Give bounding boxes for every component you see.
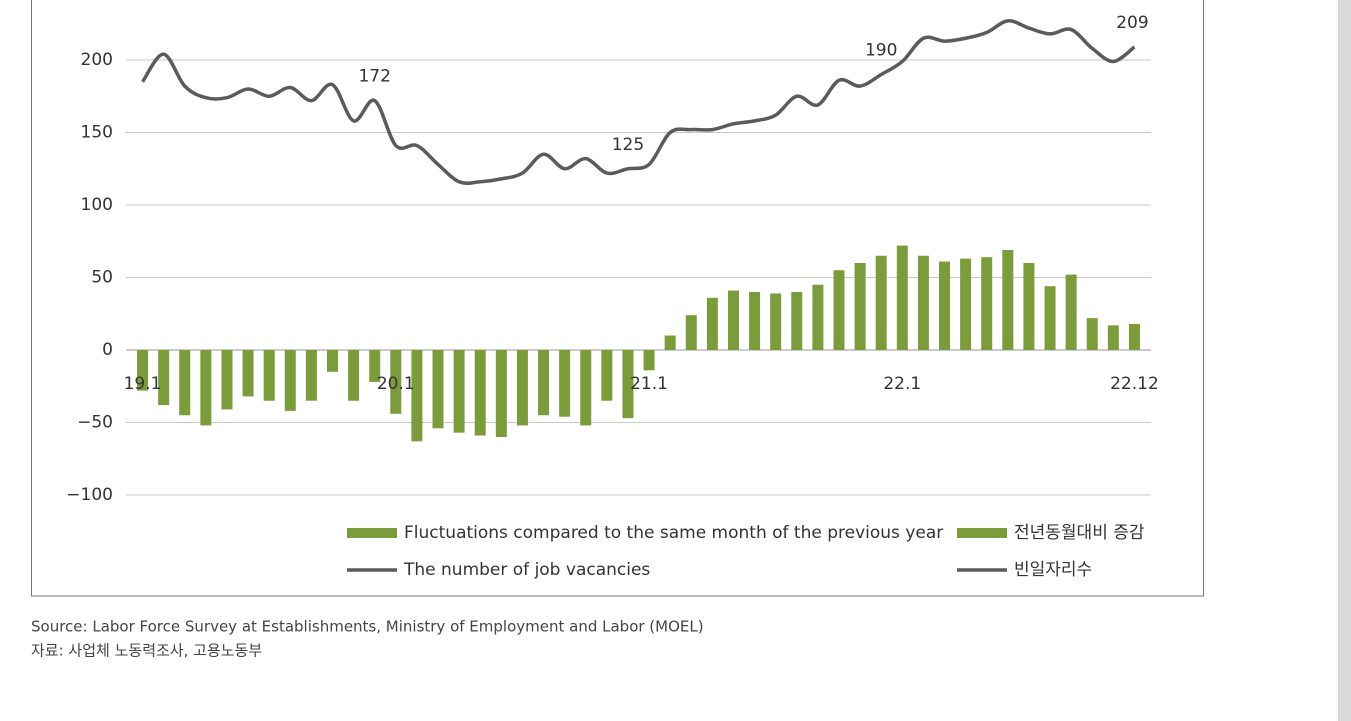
bar [305, 350, 317, 401]
bar [622, 350, 634, 419]
bar [854, 263, 866, 350]
bar [158, 350, 170, 406]
y-tick-label: −50 [77, 413, 113, 433]
bar [221, 350, 233, 410]
y-tick-label: −100 [66, 485, 113, 505]
bar [411, 350, 423, 442]
legend-swatch [347, 528, 397, 538]
y-tick-label: 100 [81, 195, 113, 215]
bar [875, 255, 887, 350]
bar [580, 350, 592, 426]
y-tick-label: 0 [102, 340, 113, 360]
data-label: 209 [1116, 13, 1148, 33]
bar [1065, 274, 1077, 350]
bar [348, 350, 360, 401]
bar [749, 292, 761, 350]
x-tick-label: 20.1 [377, 374, 415, 394]
bar [727, 290, 739, 350]
bar [1086, 318, 1098, 350]
x-tick-label: 22.1 [883, 374, 921, 394]
bar [896, 245, 908, 350]
bar [1023, 263, 1035, 350]
bar [369, 350, 381, 382]
bar [1128, 323, 1140, 350]
bar [601, 350, 613, 401]
legend-label: 빈일자리수 [1014, 560, 1092, 580]
bar [981, 257, 993, 350]
bar [390, 350, 402, 414]
legend-label: The number of job vacancies [403, 560, 650, 580]
scrollbar [1338, 0, 1351, 721]
line [141, 19, 1136, 185]
x-tick-label: 19.1 [124, 374, 162, 394]
bar [538, 350, 550, 416]
bar [495, 350, 507, 437]
bar [1107, 325, 1119, 350]
bar [284, 350, 296, 411]
bar [432, 350, 444, 429]
bar [833, 270, 845, 350]
source: 자료: 사업체 노동력조사, 고용노동부 [31, 642, 262, 660]
bar [939, 261, 951, 350]
bar [137, 350, 149, 391]
bar [474, 350, 486, 436]
bar [664, 335, 676, 350]
bar [643, 350, 655, 371]
y-tick-label: 150 [81, 123, 113, 143]
bar [559, 350, 571, 417]
bar [1002, 249, 1014, 350]
bar [685, 315, 697, 350]
y-tick-label: 50 [91, 268, 113, 288]
bar [263, 350, 275, 401]
bar [917, 255, 929, 350]
data-label: 172 [358, 67, 390, 87]
source: Source: Labor Force Survey at Establishm… [31, 618, 704, 636]
legend-label: 전년동월대비 증감 [1014, 523, 1145, 543]
bar [706, 297, 718, 350]
bar [812, 284, 824, 350]
chart-frame [31, 0, 1204, 597]
bar [326, 350, 338, 372]
x-tick-label: 21.1 [630, 374, 668, 394]
bar [200, 350, 212, 426]
bar [770, 293, 782, 350]
bar [179, 350, 191, 416]
data-label: 125 [612, 135, 644, 155]
bar [960, 258, 972, 350]
legend-swatch [957, 528, 1007, 538]
y-tick-label: 200 [81, 50, 113, 70]
bar [791, 292, 803, 350]
data-label: 190 [865, 41, 897, 61]
bar [453, 350, 465, 433]
bar [516, 350, 528, 426]
legend-label: Fluctuations compared to the same month … [404, 523, 943, 543]
bar [1044, 286, 1056, 350]
bar [242, 350, 254, 397]
x-tick-label: 22.12 [1110, 374, 1159, 394]
